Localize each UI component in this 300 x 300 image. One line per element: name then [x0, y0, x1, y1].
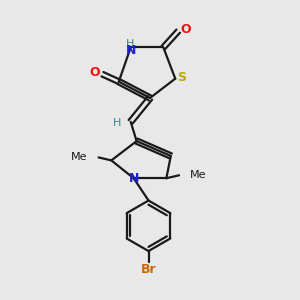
Text: Me: Me [71, 152, 88, 162]
Text: S: S [177, 71, 186, 84]
Text: Br: Br [141, 263, 156, 276]
Text: N: N [128, 172, 139, 185]
Text: O: O [180, 23, 191, 36]
Text: Me: Me [190, 170, 207, 180]
Text: O: O [90, 66, 100, 79]
Text: H: H [113, 118, 122, 128]
Text: H: H [126, 39, 134, 49]
Text: N: N [126, 44, 136, 57]
